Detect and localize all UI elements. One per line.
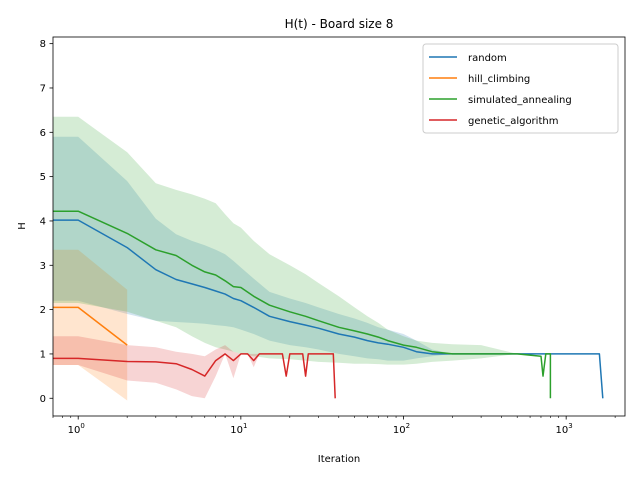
chart-title: H(t) - Board size 8	[285, 17, 394, 31]
y-tick-label: 4	[40, 216, 46, 227]
line-genetic_algorithm	[53, 353, 336, 399]
band-simulated_annealing	[53, 116, 551, 365]
y-tick-label: 0	[40, 394, 46, 405]
confidence-bands	[53, 116, 603, 401]
legend-label-genetic_algorithm: genetic_algorithm	[468, 116, 558, 127]
series-lines	[53, 210, 604, 399]
x-tick-label: 103	[556, 422, 573, 436]
y-tick-label: 2	[40, 305, 46, 316]
y-tick-label: 5	[40, 172, 46, 183]
x-axis-label: Iteration	[318, 454, 360, 465]
y-tick-label: 8	[40, 39, 46, 50]
legend-label-random: random	[468, 53, 507, 64]
y-axis-label: H	[17, 222, 28, 230]
x-axis: 100 101 102 103	[52, 416, 616, 436]
line-hill_climbing	[53, 306, 128, 346]
legend-label-hill_climbing: hill_climbing	[468, 74, 530, 85]
line-simulated_annealing	[53, 210, 552, 399]
band-random	[53, 136, 603, 361]
x-tick-label: 102	[393, 422, 410, 436]
y-tick-label: 7	[40, 83, 46, 94]
x-tick-label: 100	[68, 422, 85, 436]
plot-area	[53, 116, 604, 401]
legend: random hill_climbing simulated_annealingge…	[422, 43, 619, 134]
band-hill_climbing	[53, 249, 128, 401]
legend-box	[422, 43, 619, 134]
band-genetic_algorithm	[53, 336, 336, 399]
x-tick-label: 101	[230, 422, 247, 436]
y-tick-label: 1	[40, 349, 46, 360]
y-axis: 0 1 2 3 4 5 6 7 8	[40, 39, 53, 405]
legend-label-simulated_annealing: simulated_annealing	[468, 95, 572, 106]
y-tick-label: 3	[40, 261, 46, 272]
y-tick-label: 6	[40, 128, 46, 139]
